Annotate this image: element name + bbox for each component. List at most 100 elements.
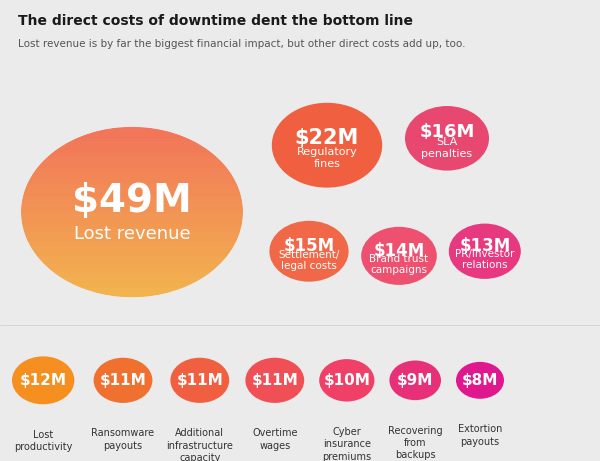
Polygon shape [23, 193, 241, 194]
Polygon shape [24, 192, 240, 193]
Polygon shape [23, 197, 241, 198]
Polygon shape [112, 296, 152, 297]
Polygon shape [67, 281, 197, 282]
Polygon shape [91, 291, 173, 292]
Text: PR/investor
relations: PR/investor relations [455, 249, 514, 270]
Polygon shape [37, 167, 227, 168]
Text: $49M: $49M [72, 182, 192, 219]
Polygon shape [38, 165, 226, 166]
Polygon shape [41, 261, 223, 262]
Polygon shape [27, 239, 237, 240]
Polygon shape [73, 139, 191, 140]
Polygon shape [22, 203, 242, 204]
Text: Regulatory
fines: Regulatory fines [296, 147, 358, 169]
Polygon shape [37, 256, 227, 257]
Polygon shape [53, 272, 211, 273]
Text: Brand trust
campaigns: Brand trust campaigns [370, 254, 428, 275]
Polygon shape [79, 287, 185, 288]
Polygon shape [34, 171, 230, 172]
Text: $13M: $13M [459, 237, 511, 255]
Polygon shape [88, 133, 176, 134]
Polygon shape [29, 244, 235, 245]
Polygon shape [98, 130, 166, 131]
Text: Ransomware
payouts: Ransomware payouts [91, 428, 155, 451]
Text: Overtime
wages: Overtime wages [252, 428, 298, 451]
Polygon shape [33, 251, 231, 252]
Polygon shape [63, 144, 201, 145]
Polygon shape [57, 148, 207, 149]
Polygon shape [21, 209, 243, 210]
Polygon shape [52, 153, 212, 154]
Polygon shape [57, 275, 207, 276]
Polygon shape [83, 135, 181, 136]
Polygon shape [35, 169, 229, 170]
Polygon shape [42, 161, 222, 162]
Polygon shape [62, 145, 202, 146]
Text: Recovering
from
backups: Recovering from backups [388, 426, 443, 460]
Polygon shape [55, 273, 209, 274]
Circle shape [361, 227, 437, 285]
Polygon shape [69, 141, 195, 142]
Polygon shape [23, 194, 241, 195]
Polygon shape [24, 232, 240, 233]
Polygon shape [52, 271, 212, 272]
Polygon shape [101, 294, 163, 295]
Polygon shape [21, 213, 243, 214]
Polygon shape [27, 184, 237, 185]
Text: Settlement/
legal costs: Settlement/ legal costs [278, 249, 340, 271]
Circle shape [272, 103, 382, 188]
Polygon shape [104, 295, 160, 296]
Polygon shape [21, 206, 243, 207]
Polygon shape [25, 190, 239, 191]
Polygon shape [72, 140, 192, 141]
Text: SLA
penalties: SLA penalties [421, 137, 473, 159]
Polygon shape [30, 246, 234, 247]
Polygon shape [29, 243, 235, 244]
Polygon shape [91, 132, 173, 133]
Text: Lost
productivity: Lost productivity [14, 430, 73, 452]
Text: $22M: $22M [295, 128, 359, 148]
Polygon shape [77, 137, 187, 138]
Polygon shape [43, 263, 221, 264]
Polygon shape [31, 175, 233, 176]
Polygon shape [21, 212, 243, 213]
Polygon shape [22, 204, 242, 205]
Polygon shape [53, 151, 211, 152]
Polygon shape [104, 129, 160, 130]
Polygon shape [24, 231, 240, 232]
Polygon shape [21, 214, 243, 215]
Polygon shape [79, 136, 185, 137]
Polygon shape [22, 219, 242, 220]
Polygon shape [21, 216, 243, 217]
Polygon shape [34, 252, 230, 253]
Polygon shape [26, 236, 238, 237]
Polygon shape [26, 185, 238, 186]
Polygon shape [25, 234, 239, 235]
Polygon shape [112, 127, 152, 128]
Polygon shape [22, 220, 242, 221]
Polygon shape [26, 237, 238, 238]
Circle shape [449, 224, 521, 279]
Polygon shape [70, 283, 194, 284]
Polygon shape [65, 143, 199, 144]
Polygon shape [35, 170, 229, 171]
Polygon shape [22, 222, 242, 223]
Polygon shape [22, 225, 242, 226]
Polygon shape [29, 179, 235, 180]
Polygon shape [21, 207, 243, 208]
Polygon shape [21, 210, 243, 211]
Polygon shape [85, 289, 179, 290]
Polygon shape [22, 199, 242, 200]
Polygon shape [63, 279, 201, 280]
Text: $15M: $15M [283, 237, 335, 255]
Polygon shape [47, 266, 217, 267]
Polygon shape [21, 208, 243, 209]
Polygon shape [33, 173, 231, 174]
Polygon shape [33, 172, 231, 173]
Text: The direct costs of downtime dent the bottom line: The direct costs of downtime dent the bo… [18, 14, 413, 28]
Polygon shape [22, 223, 242, 224]
Polygon shape [36, 255, 228, 256]
Polygon shape [44, 159, 220, 160]
Polygon shape [38, 258, 226, 259]
Text: $12M: $12M [20, 373, 67, 388]
